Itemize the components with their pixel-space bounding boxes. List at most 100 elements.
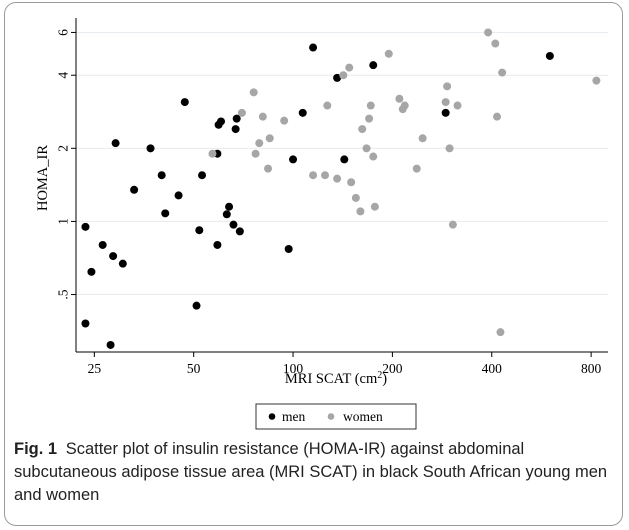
data-point-women <box>418 134 427 143</box>
data-point-men <box>81 319 90 328</box>
legend-box <box>255 403 417 430</box>
y-tick-label: 2 <box>56 145 71 152</box>
data-point-men <box>225 202 234 211</box>
data-point-women <box>255 139 264 148</box>
x-tick-label: 800 <box>581 361 602 376</box>
data-point-women <box>496 328 505 337</box>
data-point-men <box>146 144 155 153</box>
legend-label-men: men <box>282 409 305 424</box>
data-point-men <box>109 252 118 261</box>
data-point-men <box>180 98 189 107</box>
data-point-women <box>339 71 348 80</box>
x-tick-label: 200 <box>382 361 403 376</box>
grid-layer <box>76 31 608 296</box>
data-point-women <box>345 63 354 72</box>
data-point-men <box>213 240 222 249</box>
legend-marker-women <box>327 413 335 420</box>
x-axis-title: MRI SCAT (cm2) <box>285 370 387 387</box>
data-point-women <box>351 193 360 202</box>
data-point-women <box>309 171 318 180</box>
data-point-women <box>400 101 409 110</box>
data-point-women <box>356 207 365 216</box>
data-point-women <box>384 49 393 58</box>
data-point-men <box>106 340 115 349</box>
legend-marker-men <box>268 413 276 420</box>
data-point-men <box>98 240 107 249</box>
data-point-men <box>217 117 226 126</box>
data-point-men <box>340 155 349 164</box>
figure-caption-text: Scatter plot of insulin resistance (HOMA… <box>14 440 608 504</box>
data-point-women <box>453 101 462 110</box>
data-point-women <box>237 108 246 117</box>
data-point-men <box>111 139 120 148</box>
data-point-men <box>284 245 293 254</box>
data-point-women <box>366 101 375 110</box>
x-tick-label: 50 <box>187 361 201 376</box>
data-point-men <box>441 108 450 117</box>
data-point-men <box>198 171 207 180</box>
data-point-men <box>229 220 238 229</box>
data-point-men <box>235 227 244 236</box>
data-point-men <box>222 210 231 219</box>
data-point-women <box>498 68 507 77</box>
data-point-men <box>174 191 183 200</box>
x-tick-label: 100 <box>283 361 304 376</box>
y-axis-title: HOMA_IR <box>35 145 51 211</box>
data-point-women <box>249 88 258 97</box>
data-point-men <box>195 226 204 235</box>
data-point-men <box>545 51 554 60</box>
data-point-women <box>441 98 450 107</box>
data-point-men <box>309 43 318 52</box>
data-point-women <box>491 39 500 48</box>
figure-frame <box>4 2 623 526</box>
data-point-women <box>443 82 452 91</box>
data-point-women <box>358 125 367 134</box>
figure-caption: Fig. 1 Scatter plot of insulin resistanc… <box>14 438 614 507</box>
data-point-women <box>445 144 454 153</box>
axes-layer: .5 1 2 4 6 25 50 100 200 400 800 <box>56 18 608 376</box>
data-point-women <box>362 144 371 153</box>
y-tick-label: .5 <box>56 289 71 299</box>
data-point-women <box>251 149 260 158</box>
data-point-women <box>347 178 356 187</box>
data-point-men <box>157 171 166 180</box>
data-point-women <box>448 220 457 229</box>
data-point-men <box>161 209 170 218</box>
data-point-women <box>333 174 342 183</box>
data-point-women <box>370 202 379 211</box>
x-tick-label: 400 <box>482 361 503 376</box>
data-point-women <box>258 112 267 121</box>
data-point-men <box>192 301 201 310</box>
data-point-women <box>265 134 274 143</box>
data-point-women <box>208 149 217 158</box>
x-tick-label: 25 <box>88 361 102 376</box>
data-point-women <box>321 171 330 180</box>
data-point-women <box>264 164 273 173</box>
data-point-men <box>130 185 139 194</box>
data-point-women <box>280 116 289 125</box>
data-point-men <box>333 73 342 82</box>
data-point-men <box>118 259 127 268</box>
data-point-men <box>81 222 90 231</box>
data-point-women <box>395 94 404 103</box>
data-point-men <box>87 267 96 276</box>
y-tick-label: 1 <box>56 218 71 225</box>
data-point-men <box>232 114 241 123</box>
data-point-women <box>365 114 374 123</box>
points-layer <box>81 28 601 349</box>
legend-label-women: women <box>343 409 383 424</box>
data-point-men <box>298 108 307 117</box>
data-point-women <box>369 152 378 161</box>
data-point-women <box>484 28 493 37</box>
data-point-women <box>323 101 332 110</box>
chart-legend: men women <box>255 403 417 430</box>
data-point-women <box>493 112 502 121</box>
data-point-men <box>289 155 298 164</box>
data-point-women <box>592 76 601 85</box>
data-point-men <box>369 61 378 70</box>
data-point-women <box>412 164 421 173</box>
data-point-men <box>231 125 240 134</box>
scatter-chart: .5 1 2 4 6 25 50 100 200 400 800 MRI SCAT (cm2) HO… <box>35 18 608 430</box>
y-tick-label: 4 <box>56 72 71 79</box>
figure-label: Fig. 1 <box>14 440 58 458</box>
